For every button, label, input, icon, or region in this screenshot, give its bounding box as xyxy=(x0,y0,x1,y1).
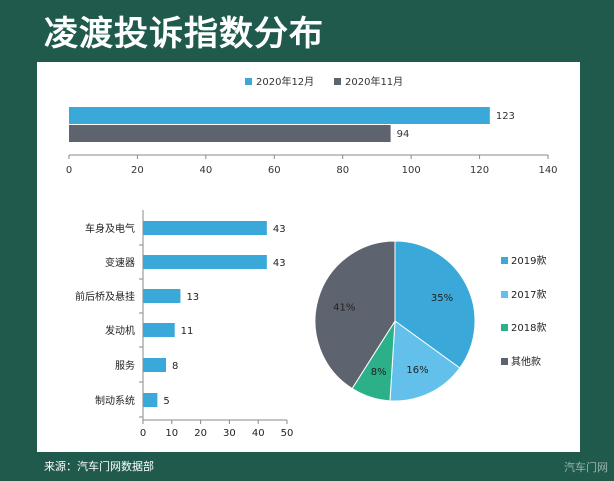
pie-slice-2 xyxy=(389,320,461,402)
comparison-x-tick-label-2: 40 xyxy=(199,165,212,176)
category-bar-3 xyxy=(143,289,181,303)
pie-legend-swatch-1 xyxy=(501,257,508,264)
category-x-tick-label-1: 10 xyxy=(165,428,178,439)
category-x-tick-label-5: 50 xyxy=(281,428,294,439)
category-bar-2 xyxy=(143,255,267,269)
category-label-6: 制动系统 xyxy=(95,394,135,407)
pie-legend-label-4: 其他款 xyxy=(511,355,541,368)
comparison-x-tick-label-7: 140 xyxy=(538,165,557,176)
comparison-x-tick-label-0: 0 xyxy=(66,165,72,176)
pie-legend-swatch-2 xyxy=(501,291,508,298)
category-label-3: 前后桥及悬挂 xyxy=(75,290,135,303)
category-bar-5 xyxy=(143,358,167,372)
category-x-tick-label-4: 40 xyxy=(252,428,265,439)
legend-label-2: 2020年11月 xyxy=(345,75,403,88)
category-bar-value-1: 43 xyxy=(273,224,286,235)
pie-legend-label-1: 2019款 xyxy=(511,254,546,267)
category-bar-value-3: 13 xyxy=(186,292,199,303)
category-bar-value-2: 43 xyxy=(273,258,286,269)
pie-slice-1 xyxy=(394,240,476,369)
watermark-logo: 汽车门网 xyxy=(564,461,608,474)
category-label-4: 发动机 xyxy=(105,324,135,337)
pie-legend-label-2: 2017款 xyxy=(511,288,546,301)
comparison-x-tick-label-5: 100 xyxy=(402,165,421,176)
legend-swatch-1 xyxy=(245,78,252,85)
legend-swatch-2 xyxy=(334,78,341,85)
category-x-tick-label-3: 30 xyxy=(223,428,236,439)
comparison-bar-value-2: 94 xyxy=(397,129,410,140)
category-bar-6 xyxy=(143,393,158,407)
comparison-x-tick-label-3: 60 xyxy=(268,165,281,176)
category-bar-value-6: 5 xyxy=(163,396,169,407)
comparison-x-tick-label-4: 80 xyxy=(336,165,349,176)
category-bar-value-4: 11 xyxy=(181,326,194,337)
comparison-bar-value-1: 123 xyxy=(496,111,515,122)
pie-legend-swatch-3 xyxy=(501,324,508,331)
chart-panel: 2020年12月 2020年11月 123 94 0 20 40 60 80 100 120 140 车… xyxy=(37,62,580,452)
page-title: 凌渡投诉指数分布 xyxy=(44,14,324,54)
pie-value-label-4: 41% xyxy=(333,302,355,313)
pie-value-label-1: 35% xyxy=(431,293,453,304)
comparison-bar-2 xyxy=(69,125,391,142)
pie-slice-4 xyxy=(314,240,396,390)
comparison-x-tick-label-6: 120 xyxy=(470,165,489,176)
category-label-1: 车身及电气 xyxy=(85,222,135,235)
pie-legend-swatch-4 xyxy=(501,358,508,365)
category-x-tick-label-2: 20 xyxy=(194,428,207,439)
category-label-2: 变速器 xyxy=(105,256,135,269)
pie-legend-label-3: 2018款 xyxy=(511,321,546,334)
category-bar-1 xyxy=(143,221,267,235)
source-note: 来源：汽车门网数据部 xyxy=(44,460,154,473)
pie-value-label-2: 16% xyxy=(406,365,428,376)
comparison-x-tick-label-1: 20 xyxy=(131,165,144,176)
pie-value-label-3: 8% xyxy=(371,367,387,378)
comparison-bar-1 xyxy=(69,107,490,124)
category-bar-value-5: 8 xyxy=(172,361,178,372)
category-bar-4 xyxy=(143,323,175,337)
category-label-5: 服务 xyxy=(115,359,135,372)
legend-label-1: 2020年12月 xyxy=(256,75,314,88)
category-x-tick-label-0: 0 xyxy=(140,428,146,439)
